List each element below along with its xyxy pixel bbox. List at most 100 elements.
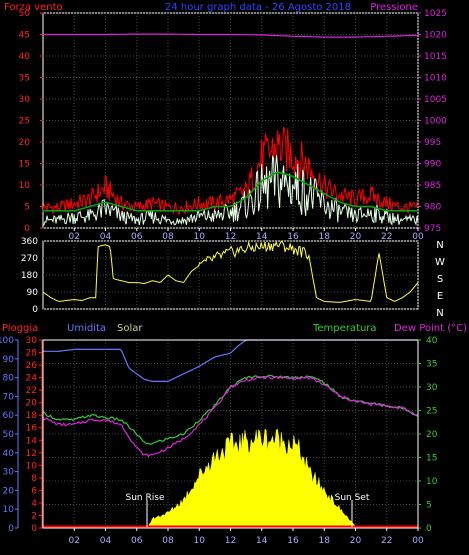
temperature-axis-ticks: 0 5 10 15 20 25 30 35 40 <box>418 336 438 534</box>
rain-axis-tick-label: 14 <box>26 436 38 446</box>
temperature-time-tick-label: 12 <box>225 536 236 546</box>
wind-time-ticks: 02 04 06 08 10 12 14 16 18 20 22 00 <box>69 228 424 242</box>
pressure-axis-tick-label: 990 <box>424 160 441 170</box>
direction-axis-tick-label: 360 <box>21 237 38 247</box>
wind-time-tick-label: 02 <box>69 232 80 242</box>
rain-axis-tick-label: 16 <box>26 424 38 434</box>
wind-average-line <box>43 171 418 212</box>
wind-time-tick-label: 04 <box>100 232 112 242</box>
rain-axis-title: Pioggia <box>2 323 38 334</box>
temperature-time-tick-label: 00 <box>412 536 424 546</box>
pressure-axis-tick-label: 985 <box>424 181 441 191</box>
temperature-axis-tick-label: 25 <box>426 407 437 417</box>
wind-time-tick-label: 18 <box>319 232 331 242</box>
wind-time-tick-label: 06 <box>131 232 143 242</box>
wind-axis-tick-label: 45 <box>19 31 30 41</box>
temperature-series <box>42 339 419 529</box>
humidity-axis-ticks: 0 10 20 30 40 50 60 70 80 90 100 <box>0 336 18 534</box>
pressure-axis-tick-label: 1010 <box>424 74 447 84</box>
pressure-axis-tick-label: 1005 <box>424 95 447 105</box>
dewpoint-axis-title: Dew Point (°C) <box>394 323 467 334</box>
wind-grid-x <box>73 13 419 228</box>
humidity-axis-tick-label: 20 <box>3 486 15 496</box>
humidity-axis-tick-label: 30 <box>3 468 15 478</box>
wind-axis-tick-label: 10 <box>19 181 31 191</box>
wind-direction-line <box>42 240 419 303</box>
humidity-axis-tick-label: 100 <box>0 336 14 346</box>
pressure-axis-tick-label: 980 <box>424 203 441 213</box>
wind-time-tick-label: 10 <box>194 232 206 242</box>
chart-title: 24 hour graph data - 26 Agosto 2018 <box>165 2 351 13</box>
wind-axis-tick-label: 50 <box>19 9 31 19</box>
temperature-time-tick-label: 08 <box>162 536 174 546</box>
rain-axis-tick-label: 28 <box>26 349 38 359</box>
pressure-axis-tick-label: 995 <box>424 138 441 148</box>
wind-axis-ticks: 0 5 10 15 20 25 30 35 40 45 50 <box>19 9 418 234</box>
wind-series <box>42 33 419 226</box>
compass-label-w: W <box>435 257 445 268</box>
compass-label-n2: N <box>436 308 443 319</box>
humidity-axis-title: Umidita <box>67 323 106 334</box>
direction-axis-tick-label: 0 <box>32 305 38 315</box>
solar-axis-title: Solar <box>117 323 143 334</box>
humidity-axis-tick-label: 70 <box>3 392 15 402</box>
wind-axis-tick-label: 15 <box>19 160 30 170</box>
temperature-axis-tick-label: 10 <box>426 477 438 487</box>
direction-axis-tick-label: 90 <box>27 288 39 298</box>
wind-time-tick-label: 08 <box>162 232 174 242</box>
temperature-time-tick-label: 18 <box>319 536 331 546</box>
solar-area <box>43 428 418 529</box>
humidity-axis-tick-label: 40 <box>3 449 15 459</box>
humidity-axis-tick-label: 80 <box>3 374 15 384</box>
rain-axis-tick-label: 2 <box>31 511 37 521</box>
temperature-axis-tick-label: 5 <box>426 501 432 511</box>
wind-time-tick-label: 22 <box>381 232 392 242</box>
temperature-time-tick-label: 10 <box>194 536 206 546</box>
rain-axis-tick-label: 30 <box>26 336 38 346</box>
wind-time-tick-label: 20 <box>350 232 362 242</box>
direction-panel: 0 90 180 270 360 N W S E N <box>21 237 445 319</box>
rain-axis-tick-label: 10 <box>26 461 38 471</box>
humidity-axis-tick-label: 10 <box>3 505 15 515</box>
humidity-axis-tick-label: 90 <box>3 355 15 365</box>
humidity-axis-tick-label: 50 <box>3 430 15 440</box>
wind-axis-tick-label: 35 <box>19 74 30 84</box>
sunrise-label: Sun Rise <box>126 493 165 503</box>
temperature-time-tick-label: 06 <box>131 536 143 546</box>
compass-labels: N W S E N <box>435 240 445 319</box>
temperature-time-tick-label: 14 <box>256 536 268 546</box>
rain-axis-tick-label: 12 <box>26 449 37 459</box>
compass-label-n: N <box>436 240 443 251</box>
pressure-axis-ticks: 975 980 985 990 995 1000 1005 1010 1015 1020 1025 <box>418 9 447 234</box>
pressure-axis-tick-label: 1025 <box>424 9 447 19</box>
pressure-axis-tick-label: 1000 <box>424 117 447 127</box>
temperature-panel: 0102030405060708090100 02468101214161820… <box>0 336 438 546</box>
temperature-axis-tick-label: 35 <box>426 360 437 370</box>
humidity-axis-tick-label: 60 <box>3 411 15 421</box>
wind-time-tick-label: 14 <box>256 232 268 242</box>
temperature-time-tick-label: 02 <box>69 536 80 546</box>
rain-axis-tick-label: 22 <box>26 386 37 396</box>
rain-axis-tick-label: 8 <box>31 474 37 484</box>
dewpoint-line <box>42 375 419 458</box>
direction-axis-tick-label: 180 <box>21 271 38 281</box>
rain-axis-tick-label: 18 <box>26 411 38 421</box>
rain-axis-tick-label: 20 <box>26 399 38 409</box>
pressure-axis-tick-label: 1015 <box>424 52 447 62</box>
rain-axis-tick-label: 4 <box>31 499 37 509</box>
wind-axis-tick-label: 20 <box>19 138 31 148</box>
direction-series <box>42 240 419 303</box>
temperature-axis-title: Temperatura <box>312 323 377 334</box>
wind-axis-tick-label: 40 <box>19 52 31 62</box>
direction-axis-ticks: 0 90 180 270 360 <box>21 237 418 315</box>
wind-gust-line <box>42 126 419 215</box>
compass-label-e: E <box>437 291 443 302</box>
wind-axis-tick-label: 30 <box>19 95 31 105</box>
direction-axis-tick-label: 270 <box>21 254 38 264</box>
pressure-line <box>43 33 418 38</box>
pressure-axis-title: Pressione <box>370 2 418 13</box>
rain-axis-tick-label: 26 <box>26 361 38 371</box>
rain-axis-tick-label: 24 <box>26 374 38 384</box>
